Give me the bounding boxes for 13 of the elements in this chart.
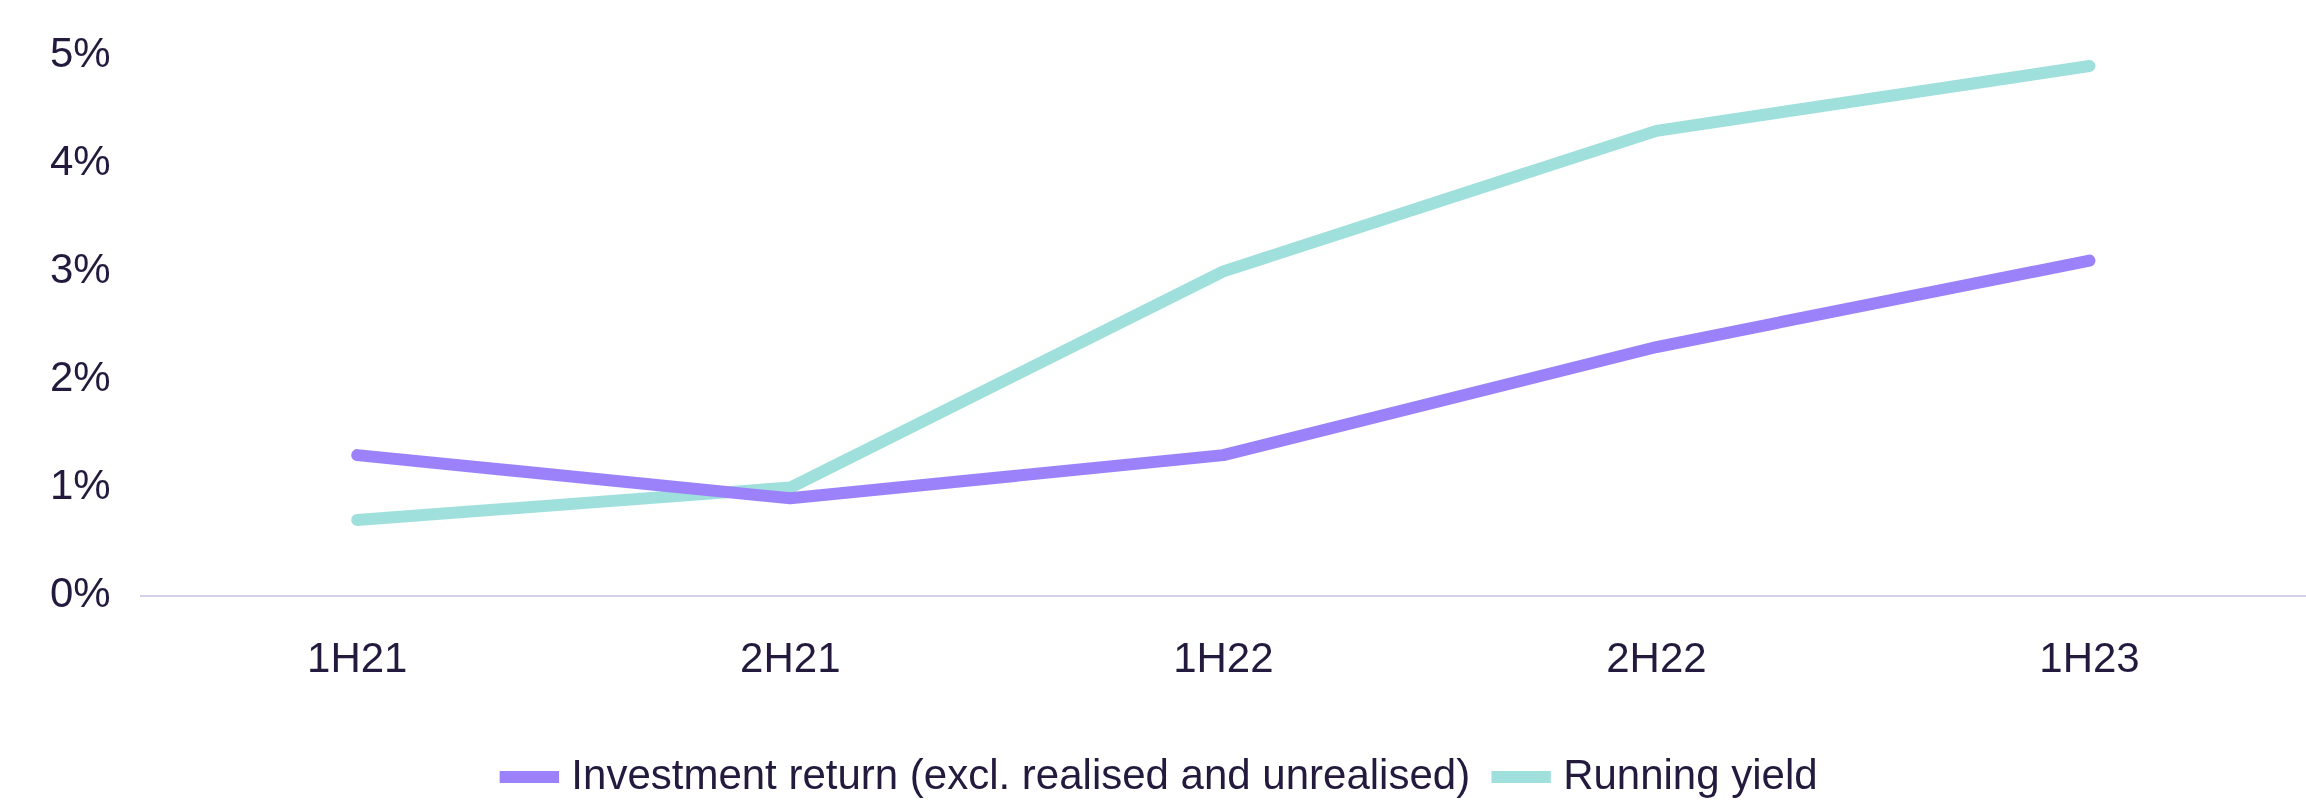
- x-tick-label: 1H21: [307, 634, 408, 682]
- y-tick-label: 4%: [50, 136, 111, 184]
- y-tick-label: 5%: [50, 28, 111, 76]
- y-tick-label: 0%: [50, 569, 111, 617]
- x-tick-label: 1H22: [1173, 634, 1274, 682]
- y-tick-label: 2%: [50, 353, 111, 401]
- y-tick-label: 1%: [50, 461, 111, 509]
- x-tick-label: 2H22: [1606, 634, 1707, 682]
- x-tick-label: 1H23: [2039, 634, 2140, 682]
- x-tick-label: 2H21: [740, 634, 841, 682]
- y-tick-label: 3%: [50, 244, 111, 292]
- legend-label: Investment return (excl. realised and unrealised): [571, 750, 1471, 798]
- legend-label: Running yield: [1563, 750, 1818, 798]
